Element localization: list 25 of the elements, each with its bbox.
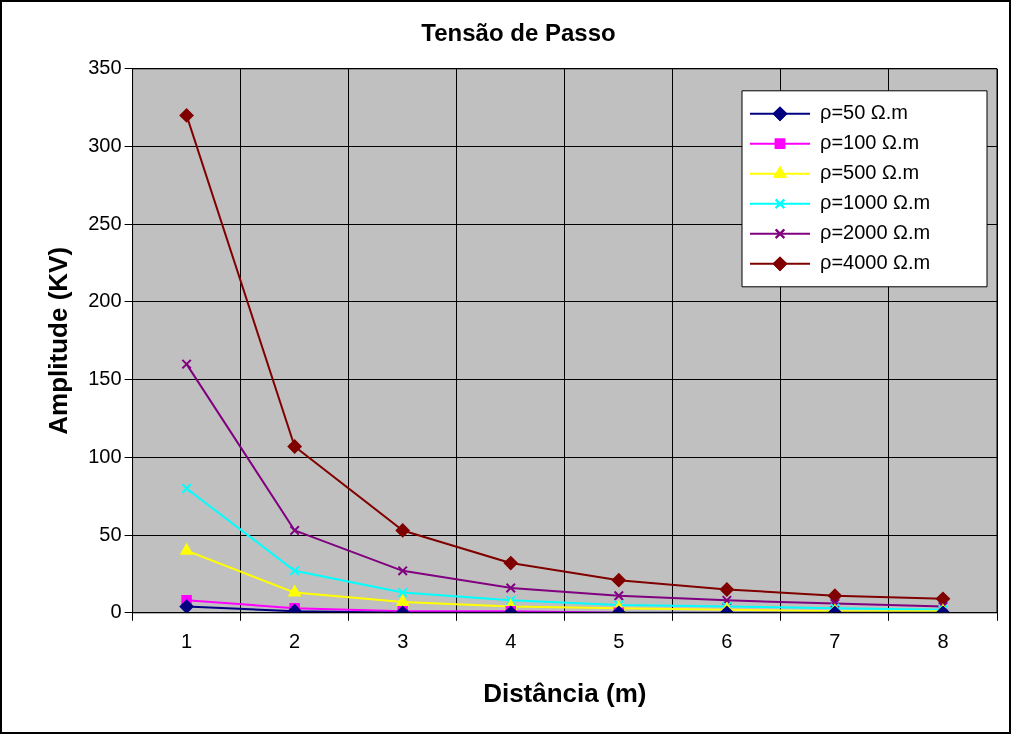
y-tick-label: 300 [88, 134, 122, 157]
y-tick-label: 250 [88, 211, 122, 234]
legend-label: ρ=50 Ω.m [820, 101, 909, 124]
legend-label: ρ=100 Ω.m [820, 131, 920, 154]
y-tick-label: 350 [88, 56, 122, 79]
legend-label: ρ=1000 Ω.m [820, 191, 931, 214]
x-tick-label: 6 [721, 630, 733, 653]
legend-label: ρ=2000 Ω.m [820, 221, 931, 244]
y-tick-label: 200 [88, 289, 122, 312]
x-axis-title: Distância (m) [483, 677, 647, 708]
legend-label: ρ=500 Ω.m [820, 161, 920, 184]
y-tick-label: 150 [88, 367, 122, 390]
x-tick-label: 4 [505, 630, 517, 653]
x-tick-label: 3 [397, 630, 409, 653]
y-tick-label: 0 [110, 600, 122, 623]
x-tick-label: 7 [829, 630, 841, 653]
x-tick-label: 5 [613, 630, 625, 653]
x-tick-label: 2 [289, 630, 301, 653]
y-tick-label: 50 [99, 522, 122, 545]
x-tick-label: 1 [181, 630, 193, 653]
y-axis-title: Amplitude (KV) [42, 246, 73, 435]
legend-label: ρ=4000 Ω.m [820, 251, 931, 274]
y-tick-label: 100 [88, 444, 122, 467]
x-tick-label: 8 [937, 630, 949, 653]
chart-title: Tensão de Passo [421, 19, 616, 47]
